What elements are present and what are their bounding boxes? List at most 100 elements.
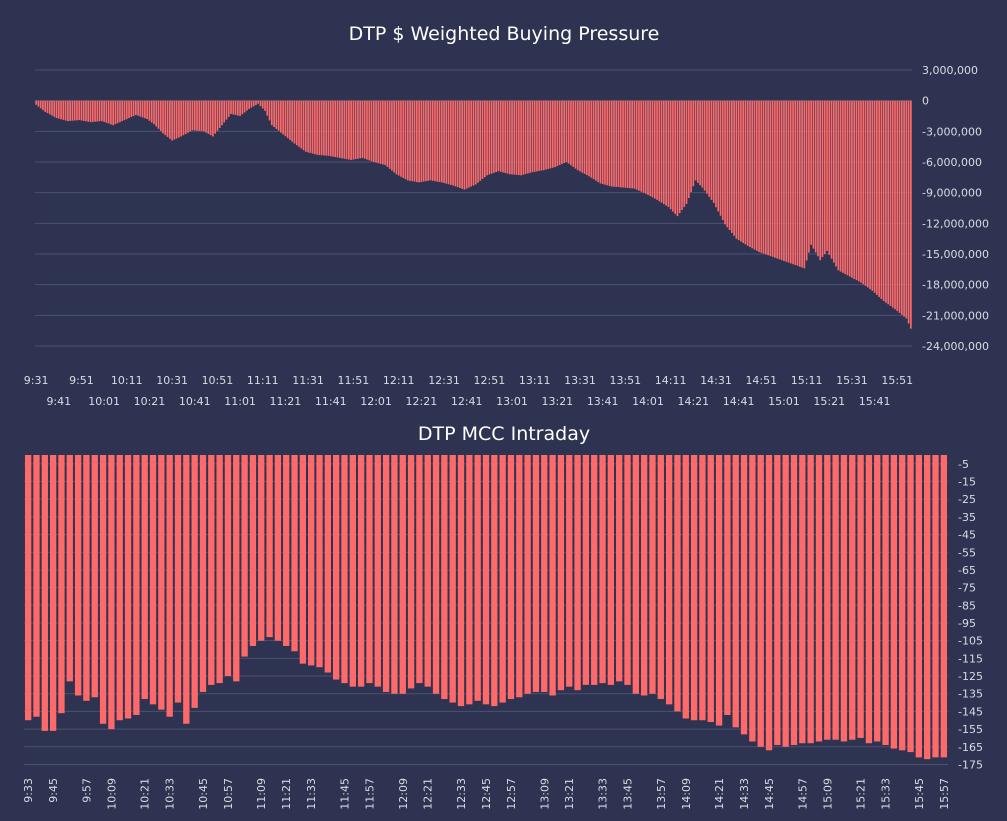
bar-11:14 [268, 100, 271, 121]
bar-14:13 [674, 100, 677, 214]
y-tick-label: -3,000,000 [922, 125, 982, 138]
bar-10:36 [182, 100, 185, 136]
bar-12:48 [491, 455, 498, 707]
bar-11:55 [361, 100, 364, 158]
bar-15:34 [857, 100, 860, 282]
bar-13:34 [585, 100, 588, 176]
bar-10:00 [101, 100, 103, 122]
x-tick-label: 15:01 [768, 395, 800, 408]
bar-15:29 [874, 455, 881, 742]
buying-pressure-bars [35, 100, 912, 329]
x-tick-label: 15:21 [813, 395, 845, 408]
bar-15:21 [828, 100, 831, 255]
x-tick-label: 13:41 [587, 395, 619, 408]
bar-11:56 [363, 100, 366, 159]
bar-14:10 [667, 100, 670, 207]
bar-10:48 [209, 100, 212, 136]
bar-15:55 [905, 100, 908, 319]
bar-15:07 [796, 100, 799, 266]
bar-11:53 [357, 100, 359, 159]
bar-10:19 [144, 100, 146, 119]
bar-9:40 [55, 100, 58, 119]
x-tick-label: 9:31 [24, 374, 49, 387]
bar-14:06 [658, 100, 661, 202]
bar-9:34 [42, 100, 44, 111]
bar-14:33 [740, 455, 748, 735]
bar-9:54 [74, 455, 82, 696]
bar-14:19 [707, 455, 714, 723]
x-tick-label: 15:31 [836, 374, 868, 387]
bar-15:27 [842, 100, 844, 273]
bar-11:47 [343, 100, 346, 159]
bar-10:04 [99, 455, 107, 724]
y-tick-label: -9,000,000 [922, 187, 982, 200]
x-tick-label: 10:01 [88, 395, 120, 408]
x-tick-label: 13:09 [538, 778, 551, 810]
bar-14:52 [762, 100, 765, 254]
bar-14:32 [717, 100, 720, 212]
x-tick-label: 15:41 [859, 395, 891, 408]
bar-11:54 [359, 100, 362, 159]
bar-11:44 [336, 100, 339, 158]
bar-13:11 [533, 100, 536, 172]
x-tick-label: 11:09 [255, 778, 268, 810]
x-tick-label: 11:21 [270, 395, 302, 408]
bar-15:05 [792, 100, 794, 265]
bar-14:11 [669, 100, 672, 210]
bar-15:44 [880, 100, 883, 299]
bar-14:09 [665, 100, 667, 206]
bar-13:34 [599, 455, 606, 684]
bar-12:14 [407, 455, 415, 689]
x-tick-label: 13:57 [655, 778, 668, 810]
bar-12:55 [497, 100, 500, 172]
bar-14:20 [690, 100, 692, 193]
bar-15:49 [891, 100, 894, 308]
bar-10:57 [224, 455, 232, 677]
bar-12:01 [375, 100, 377, 163]
bar-14:51 [782, 455, 789, 747]
bar-11:07 [252, 100, 255, 107]
bar-15:36 [890, 455, 898, 749]
x-tick-label: 13:11 [519, 374, 551, 387]
bar-11:33 [311, 100, 314, 154]
bar-11:32 [309, 100, 312, 154]
bar-12:54 [495, 100, 497, 173]
bar-10:36 [174, 455, 182, 703]
bar-13:49 [619, 100, 622, 188]
bar-12:09 [393, 100, 396, 173]
bar-13:23 [561, 100, 563, 165]
x-tick-label: 12:31 [428, 374, 460, 387]
bar-15:33 [855, 100, 858, 281]
x-tick-label: 15:45 [913, 778, 926, 810]
x-tick-label: 15:51 [881, 374, 913, 387]
bar-11:16 [273, 100, 275, 128]
bar-14:35 [724, 100, 726, 225]
bar-12:21 [420, 100, 423, 183]
x-tick-label: 9:57 [80, 778, 93, 803]
bar-9:49 [76, 100, 78, 121]
bar-12:32 [445, 100, 448, 184]
bar-10:25 [157, 100, 160, 129]
bar-15:26 [865, 455, 873, 744]
x-tick-label: 14:21 [677, 395, 709, 408]
bar-13:06 [522, 100, 525, 175]
bar-13:24 [563, 100, 565, 164]
bar-12:15 [406, 100, 409, 181]
bar-12:12 [400, 100, 402, 177]
bar-14:44 [765, 455, 773, 751]
bar-12:27 [434, 100, 436, 182]
bar-14:47 [751, 100, 754, 249]
bar-10:08 [119, 100, 121, 123]
x-tick-label: 10:31 [156, 374, 188, 387]
bar-9:58 [96, 100, 99, 122]
bar-10:39 [183, 455, 190, 724]
bar-9:57 [83, 455, 90, 701]
x-tick-label: 13:33 [597, 778, 610, 810]
bar-11:18 [274, 455, 282, 641]
bar-11:04 [241, 455, 248, 657]
bar-15:26 [839, 100, 842, 272]
x-tick-label: 11:33 [305, 778, 318, 810]
bar-13:04 [517, 100, 520, 176]
y-tick-label: -6,000,000 [922, 156, 982, 169]
bar-12:22 [422, 100, 425, 182]
